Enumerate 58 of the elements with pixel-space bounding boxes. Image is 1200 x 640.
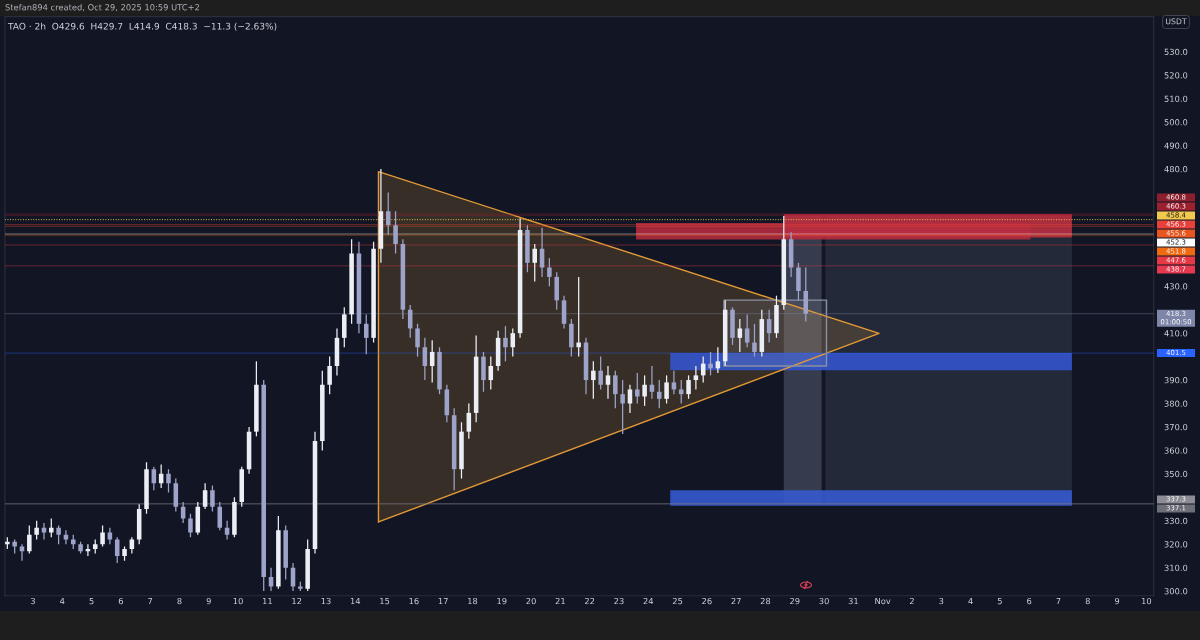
x-tick-label: 15 <box>380 598 390 605</box>
x-tick-label: 9 <box>206 597 211 605</box>
x-tick-label: 8 <box>177 597 182 605</box>
x-tick-label: 25 <box>672 597 683 605</box>
x-tick-label: 10 <box>1141 597 1152 605</box>
x-tick-label: 16 <box>409 597 419 605</box>
y-tick-label: 320.0 <box>1164 541 1188 548</box>
y-tick-label: 350.0 <box>1164 470 1188 478</box>
text: TAO · 2h O429.6 H429.7 L414.9 C418.3 −11.3 (−2.63%) <box>7 22 277 31</box>
y-tick-label: 480.0 <box>1164 166 1188 173</box>
x-tick-label: 14 <box>350 598 361 605</box>
y-tick-label: 510.0 <box>1164 95 1188 102</box>
x-tick-label: 3 <box>939 597 944 605</box>
x-tick-label: 3 <box>30 597 35 605</box>
y-tick-label: 380.0 <box>1164 400 1188 407</box>
x-tick-label: 7 <box>148 598 153 605</box>
y-tick-label: 390.0 <box>1164 377 1188 384</box>
y-tick-label: 530.0 <box>1164 48 1188 56</box>
x-tick-label: 20 <box>526 597 536 605</box>
x-tick-label: 30 <box>819 597 829 605</box>
x-tick-label: 29 <box>790 597 800 605</box>
x-tick-label: 19 <box>497 597 507 605</box>
x-tick-label: 11 <box>262 598 272 605</box>
y-tick-label: 490.0 <box>1164 142 1188 149</box>
x-tick-label: 22 <box>584 597 595 605</box>
x-tick-label: 4 <box>968 598 973 605</box>
y-tick-label: 520.0 <box>1164 72 1188 79</box>
y-tick-label: 360.0 <box>1164 447 1188 454</box>
x-tick-label: 7 <box>1056 598 1061 605</box>
x-tick-label: 4 <box>60 598 65 605</box>
x-tick-label: 9 <box>1114 597 1120 605</box>
x-tick-label: 18 <box>468 597 478 605</box>
x-tick-label: 23 <box>614 597 624 605</box>
y-tick-label: 500.0 <box>1164 119 1188 126</box>
y-tick-label: 330.0 <box>1164 517 1188 525</box>
x-tick-label: 28 <box>760 597 771 605</box>
y-tick-label: 370.0 <box>1164 423 1188 431</box>
x-tick-label: 21 <box>555 597 565 605</box>
x-tick-label: Nov <box>875 598 891 605</box>
x-tick-label: 6 <box>1027 597 1032 605</box>
x-tick-label: 5 <box>997 598 1002 605</box>
x-tick-label: 31 <box>848 597 858 605</box>
y-tick-label: 410.0 <box>1164 330 1188 337</box>
x-tick-label: 5 <box>89 598 94 605</box>
text: Stefan894 created, Oct 29, 2025 10:59 UTC+2 <box>5 3 200 12</box>
x-tick-label: 26 <box>702 597 712 605</box>
y-tick-label: 430.0 <box>1164 283 1188 290</box>
x-tick-label: 6 <box>118 597 124 605</box>
x-tick-label: 17 <box>438 598 448 605</box>
y-tick-label: 300.0 <box>1164 588 1188 595</box>
y-tick-label: 310.0 <box>1164 564 1188 571</box>
x-tick-label: 12 <box>292 597 302 605</box>
x-tick-label: 8 <box>1085 597 1090 605</box>
x-tick-label: 24 <box>643 597 654 605</box>
x-tick-label: 27 <box>731 597 741 605</box>
x-tick-label: 2 <box>909 597 914 605</box>
x-tick-label: 10 <box>233 597 243 605</box>
x-tick-label: 13 <box>321 597 331 605</box>
